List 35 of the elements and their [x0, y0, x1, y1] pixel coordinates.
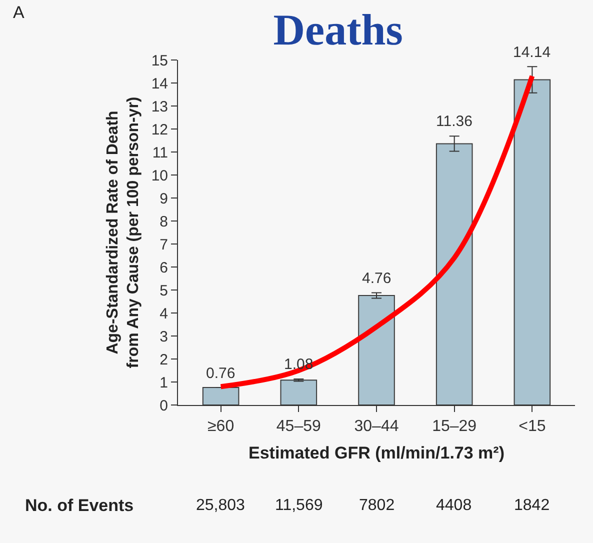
y-tick-label: 9	[160, 190, 168, 208]
y-tick-label: 4	[160, 305, 168, 322]
y-tick-label: 0	[160, 397, 168, 414]
y-tick-label: 6	[160, 259, 168, 276]
y-tick-label: 13	[151, 98, 168, 116]
data-label: 11.36	[436, 113, 472, 130]
y-tick-label: 15	[151, 52, 168, 70]
data-label: 14.14	[513, 44, 551, 61]
text: A	[13, 3, 25, 22]
x-axis-title: Estimated GFR (ml/min/1.73 m²)	[248, 444, 504, 463]
y-tick-label: 1	[160, 374, 168, 392]
y-tick-label: 10	[151, 167, 168, 184]
y-tick-label: 5	[160, 282, 168, 300]
y-tick-label: 11	[152, 144, 168, 162]
chart-title: Deaths	[273, 5, 403, 54]
text: 25,803	[196, 497, 246, 514]
y-tick-label: 12	[151, 121, 168, 138]
x-tick-label: 30–44	[354, 418, 399, 436]
y-tick-label: 8	[160, 213, 168, 230]
text: 7802	[359, 497, 395, 514]
y-axis-title: Age-Standardized Rate of Death from Any Cause (per 100 person-yr)	[104, 96, 142, 368]
x-tick-label: <15	[518, 418, 546, 436]
data-label: 4.76	[362, 270, 392, 287]
data-label: 0.76	[206, 365, 236, 382]
text: No. of Events	[25, 496, 134, 515]
y-tick-label: 2	[160, 351, 168, 368]
y-tick-label: 3	[160, 328, 168, 346]
x-tick-label: 15–29	[432, 418, 477, 436]
y-tick-label: 7	[160, 236, 168, 254]
text: 4408	[436, 497, 472, 514]
text: 1842	[514, 497, 550, 514]
y-tick-label: 14	[151, 75, 168, 92]
text: 11,569	[275, 497, 323, 514]
x-tick-label: 45–59	[276, 418, 322, 436]
x-tick-label: ≥60	[208, 418, 234, 436]
